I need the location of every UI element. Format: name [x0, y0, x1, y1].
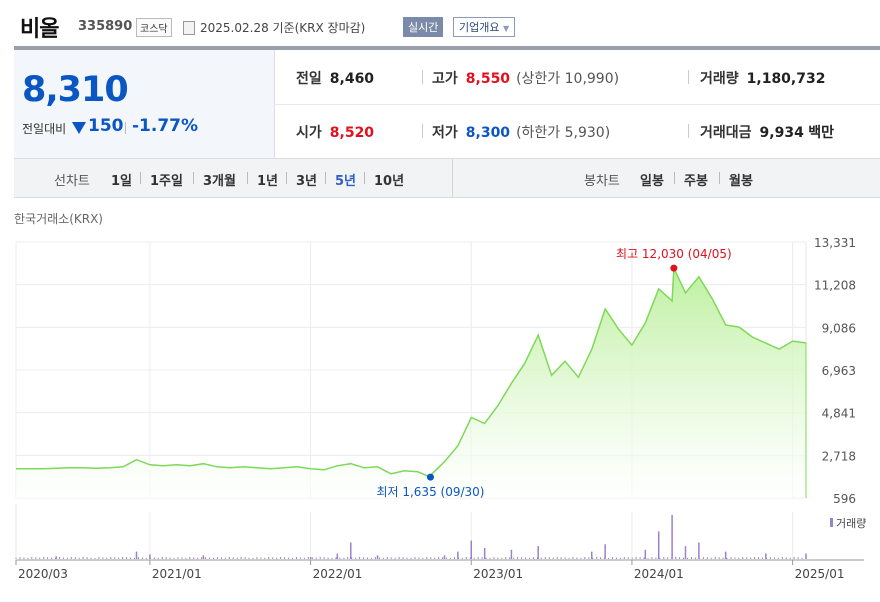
row-divider [274, 104, 880, 105]
cell-separator [422, 124, 423, 138]
y-tick-label: 13,331 [814, 236, 856, 250]
tab-monthly[interactable]: 월봉 [729, 174, 753, 189]
tab-1d[interactable]: 1일 [111, 174, 133, 189]
cell-separator [422, 70, 423, 84]
tab-weekly[interactable]: 주봉 [684, 174, 708, 189]
volume-legend-label: 거래량 [836, 517, 866, 530]
y-tick-label: 4,841 [822, 407, 856, 421]
high-label: 고가 [432, 71, 458, 87]
y-tick-label: 596 [833, 492, 856, 506]
x-tick-label: 2024/01 [634, 567, 684, 581]
low-annotation: 최저 1,635 (09/30) [376, 485, 484, 499]
realtime-button[interactable]: 실시간 [403, 17, 444, 37]
low-marker [426, 473, 434, 481]
chart-tabs: 선차트 1일 1주일 3개월 1년 3년 5년 10년 봉차트 일봉 주봉 월봉 [14, 159, 880, 198]
amount-value: 9,934 [759, 125, 804, 141]
tab-separator [364, 172, 365, 184]
high-marker [670, 264, 678, 272]
high-value: 8,550 [465, 71, 511, 87]
candle-chart-label: 봉차트 [584, 174, 620, 189]
volume-value: 1,180,732 [746, 71, 826, 87]
document-icon [183, 21, 195, 35]
cell-separator [688, 124, 689, 138]
tab-separator [674, 172, 675, 184]
tab-1w[interactable]: 1주일 [150, 174, 183, 189]
change-separator [125, 122, 126, 134]
down-triangle-icon [72, 122, 86, 134]
prev-close: 전일 8,460 [296, 68, 374, 88]
volume-legend-swatch [830, 518, 833, 527]
tab-separator [325, 172, 326, 184]
tab-separator [286, 172, 287, 184]
tabs-divider [452, 159, 453, 197]
price-chart: 13,331 11,208 9,086 6,963 4,841 2,718 596 2020/… [15, 236, 866, 581]
open-value: 8,520 [329, 125, 375, 141]
y-tick-label: 6,963 [822, 364, 856, 378]
upper-limit-value: 10,990 [564, 71, 614, 87]
base-date: 2025.02.28 기준(KRX 장마감) [200, 21, 366, 35]
chevron-down-icon: ▼ [502, 24, 510, 33]
y-tick-label: 11,208 [814, 279, 856, 293]
tab-3m[interactable]: 3개월 [203, 174, 236, 189]
change-label: 전일대비 [22, 122, 67, 136]
change-rate: -1.77% [132, 116, 199, 136]
price-area [16, 268, 806, 498]
low-value: 8,300 [465, 125, 511, 141]
stock-name: 비올 [20, 17, 59, 42]
trade-amount: 거래대금 9,934 백만 [700, 122, 834, 142]
prev-close-label: 전일 [296, 71, 322, 87]
volume: 거래량 1,180,732 [700, 68, 825, 88]
company-overview-dropdown[interactable]: 기업개요 ▼ [453, 17, 516, 37]
upper-limit-label: 상한가 [521, 71, 561, 87]
price-line [16, 267, 807, 479]
tab-separator [247, 172, 248, 184]
tab-10y[interactable]: 10년 [374, 174, 405, 189]
header-divider [14, 46, 880, 50]
x-tick-label: 2025/01 [795, 567, 845, 581]
current-price: 8,310 [22, 70, 129, 110]
tab-separator [719, 172, 720, 184]
prev-close-value: 8,460 [329, 71, 375, 87]
tab-separator [140, 172, 141, 184]
high-price: 고가 8,550 (상한가 10,990) [432, 71, 620, 87]
open-price: 시가 8,520 [296, 122, 374, 142]
lower-limit-label: 하한가 [521, 125, 561, 141]
high-annotation: 최고 12,030 (04/05) [616, 247, 732, 261]
tab-3y[interactable]: 3년 [296, 174, 318, 189]
change-value: 150 [88, 116, 124, 136]
tab-separator [193, 172, 194, 184]
cell-separator [688, 70, 689, 84]
amount-label: 거래대금 [700, 125, 752, 141]
x-tick-label: 2023/01 [473, 567, 523, 581]
amount-unit: 백만 [808, 125, 835, 141]
current-price-panel: 8,310 전일대비 150 -1.77% [14, 50, 275, 158]
stock-code: 335890 [78, 19, 133, 34]
tab-daily[interactable]: 일봉 [640, 174, 664, 189]
volume-label: 거래량 [700, 71, 739, 87]
x-tick-label: 2020/03 [18, 567, 68, 581]
company-overview-label: 기업개요 [459, 21, 500, 34]
tab-5y[interactable]: 5년 [335, 174, 357, 189]
y-tick-label: 2,718 [822, 449, 856, 463]
low-price: 저가 8,300 (하한가 5,930) [432, 125, 611, 141]
tab-1y[interactable]: 1년 [257, 174, 279, 189]
x-tick-label: 2022/01 [313, 567, 363, 581]
x-tick-label: 2021/01 [152, 567, 202, 581]
market-badge: 코스닥 [136, 18, 172, 37]
low-label: 저가 [432, 125, 458, 141]
y-tick-label: 9,086 [822, 321, 856, 335]
lower-limit-value: 5,930 [564, 125, 605, 141]
price-summary: 8,310 전일대비 150 -1.77% 전일 8,460 고가 8,550 (상한… [14, 50, 880, 159]
open-label: 시가 [296, 125, 322, 141]
data-source: 한국거래소(KRX) [14, 212, 103, 226]
stock-header: 비올 335890 코스닥 2025.02.28 기준(KRX 장마감) 실시간… [0, 0, 880, 46]
line-chart-label: 선차트 [54, 174, 90, 189]
